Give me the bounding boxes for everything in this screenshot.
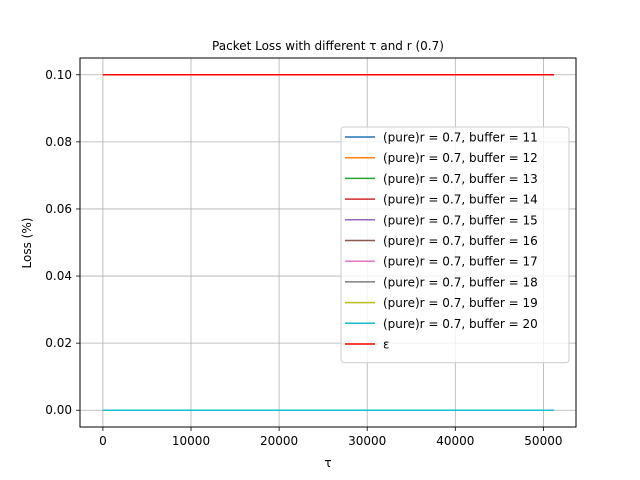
tick-marks: 0 10000 20000 30000 40000 50000 0.00 0.02 0.04 0.… <box>45 68 562 448</box>
x-tick-label: 30000 <box>348 434 386 448</box>
y-axis-label: Loss (%) <box>20 218 34 269</box>
legend-label: (pure)r = 0.7, buffer = 15 <box>383 213 538 227</box>
y-tick-label: 0.10 <box>45 68 72 82</box>
legend-label: (pure)r = 0.7, buffer = 16 <box>383 234 538 248</box>
y-tick-label: 0.04 <box>45 269 72 283</box>
legend-label: (pure)r = 0.7, buffer = 12 <box>383 151 538 165</box>
legend-label: (pure)r = 0.7, buffer = 14 <box>383 193 538 207</box>
x-tick-label: 10000 <box>172 434 210 448</box>
legend-label: (pure)r = 0.7, buffer = 18 <box>383 275 538 289</box>
x-tick-label: 20000 <box>260 434 298 448</box>
x-axis-label: τ <box>324 456 331 470</box>
y-tick-label: 0.06 <box>45 202 72 216</box>
legend-label: ε <box>383 338 390 352</box>
legend-label: (pure)r = 0.7, buffer = 17 <box>383 255 538 269</box>
legend-box <box>340 126 570 364</box>
x-tick-label: 50000 <box>524 434 562 448</box>
legend-label: (pure)r = 0.7, buffer = 11 <box>383 131 538 145</box>
axes-frame <box>79 57 577 428</box>
legend-label: (pure)r = 0.7, buffer = 13 <box>383 172 538 186</box>
legend: (pure)r = 0.7, buffer = 11 (pure)r = 0.7,… <box>340 126 570 364</box>
y-tick-label: 0.08 <box>45 135 72 149</box>
x-tick-label: 0 <box>99 434 107 448</box>
y-tick-label: 0.00 <box>45 403 72 417</box>
legend-label: (pure)r = 0.7, buffer = 19 <box>383 296 538 310</box>
y-tick-label: 0.02 <box>45 336 72 350</box>
series-lines <box>102 74 554 411</box>
x-tick-label: 40000 <box>436 434 474 448</box>
chart-title: Packet Loss with different τ and r (0.7) <box>212 39 444 53</box>
legend-label: (pure)r = 0.7, buffer = 20 <box>383 317 538 331</box>
